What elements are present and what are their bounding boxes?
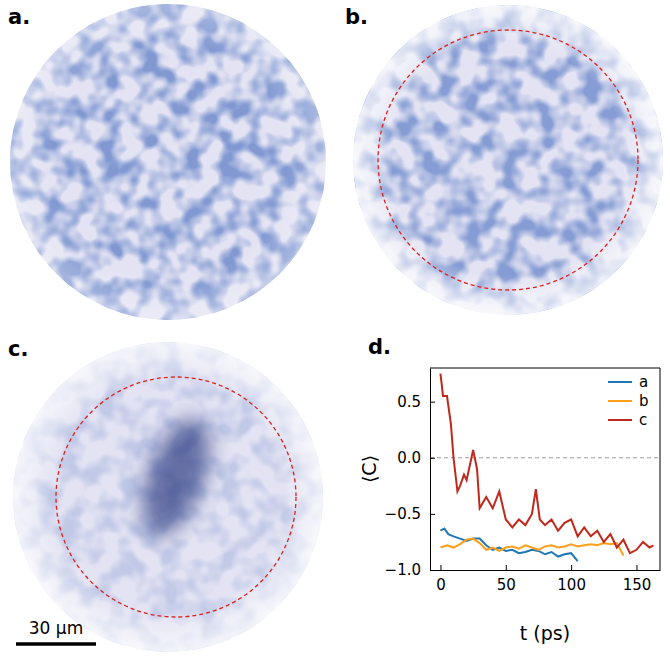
- axis-line: [430, 369, 431, 571]
- tick-mark: [440, 565, 441, 570]
- y-axis: −1.0 −0.5 0.0 0.5: [385, 369, 435, 580]
- legend-label: a: [639, 373, 648, 391]
- frame: [660, 368, 661, 570]
- tick-mark: [430, 570, 435, 571]
- plot-area: [430, 374, 660, 561]
- image-panel: [10, 4, 326, 320]
- tick: 150: [623, 565, 652, 594]
- tick-label: 0.0: [397, 449, 421, 467]
- dashed-circle: [378, 30, 638, 290]
- speckle-pattern: [13, 342, 323, 652]
- tick: 50: [497, 565, 516, 594]
- tick-label: 50: [497, 576, 516, 594]
- data-line: [440, 374, 653, 554]
- tick-label: 150: [623, 576, 652, 594]
- tick-label: 100: [557, 576, 586, 594]
- panel-label: d.: [368, 335, 391, 359]
- data-line: [440, 528, 577, 561]
- legend: abc: [608, 373, 649, 429]
- scale-bar: [16, 642, 96, 646]
- panel-background: [353, 5, 663, 315]
- tick: 0: [436, 565, 446, 594]
- tick-mark: [430, 402, 435, 403]
- edge-fade: [353, 5, 663, 315]
- x-axis: 0 50 100 150: [431, 565, 661, 594]
- tick-mark: [636, 565, 637, 570]
- frame: [430, 368, 660, 369]
- x-axis-title: t (ps): [520, 622, 570, 644]
- legend-swatch: [608, 381, 632, 383]
- legend-swatch: [608, 400, 632, 402]
- y-axis-title: ⟨C⟩: [358, 455, 380, 483]
- tick-label: 0.5: [397, 393, 421, 411]
- panel-background: [13, 342, 323, 652]
- tick: 100: [557, 565, 586, 594]
- tick: 0.0: [397, 449, 435, 467]
- legend-label: c: [639, 411, 647, 429]
- edge-fade: [10, 4, 326, 320]
- image-panel: [353, 5, 663, 315]
- axis-line: [431, 570, 661, 571]
- data-line: [440, 539, 623, 556]
- scale-bar-label: 30 μm: [29, 618, 83, 638]
- dashed-circle: [56, 377, 296, 617]
- edge-fade: [13, 342, 323, 652]
- tick-mark: [506, 565, 507, 570]
- panel-label: c.: [8, 337, 28, 361]
- tick-mark: [430, 514, 435, 515]
- tick: −1.0: [385, 561, 435, 579]
- panel-background: [10, 4, 326, 320]
- tick: 0.5: [397, 393, 435, 411]
- tick-mark: [430, 458, 435, 459]
- tick-label: −0.5: [385, 505, 421, 523]
- image-panel: [13, 342, 323, 652]
- speckle-pattern: [353, 5, 663, 315]
- speckle-pattern: [10, 4, 326, 320]
- legend-label: b: [639, 392, 649, 410]
- tick: −0.5: [385, 505, 435, 523]
- tick-label: −1.0: [385, 561, 421, 579]
- reference-line: [430, 457, 660, 458]
- tick-mark: [571, 565, 572, 570]
- panel-label: b.: [345, 5, 368, 29]
- legend-swatch: [608, 419, 632, 421]
- tick-label: 0: [436, 576, 446, 594]
- panel-label: a.: [8, 5, 30, 29]
